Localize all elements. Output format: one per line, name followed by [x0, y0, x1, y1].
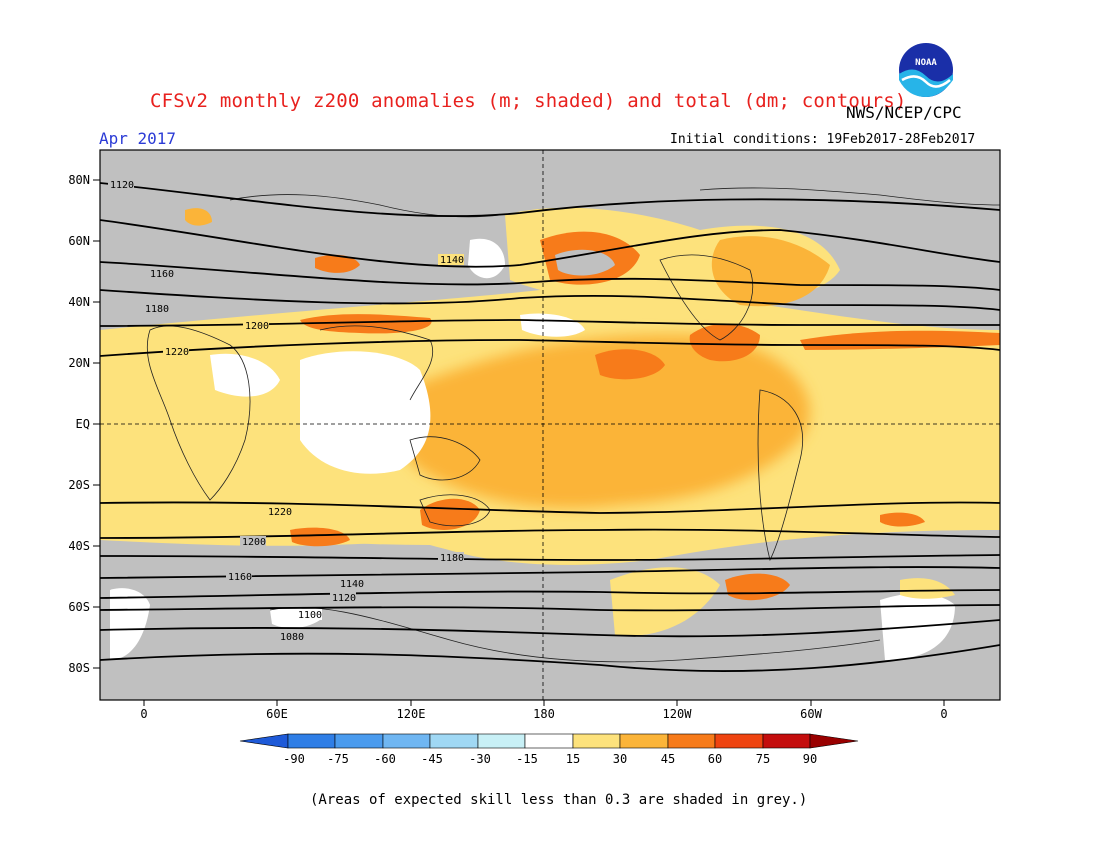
contour-label: 1120 — [110, 180, 134, 191]
noaa-logo-icon: NOAA — [897, 41, 955, 99]
lat-label: 60S — [68, 600, 90, 614]
coastlines — [146, 187, 1000, 663]
lat-label: EQ — [76, 417, 90, 431]
colorbar-tick: 30 — [613, 752, 627, 766]
contour-label: 1120 — [332, 593, 356, 604]
colorbar-tick: -90 — [283, 752, 305, 766]
lon-label: 180 — [533, 707, 555, 721]
colorbar-seg — [619, 733, 669, 749]
colorbar-seg — [809, 733, 859, 749]
forecast-period: Apr 2017 — [99, 129, 177, 148]
contour-labels: 1120 1140 1160 1180 1200 1220 1220 1200 … — [108, 179, 464, 643]
colorbar-seg — [287, 733, 336, 749]
lon-label: 0 — [140, 707, 147, 721]
colorbar-tick: -15 — [516, 752, 538, 766]
longitude-axis: 0 60E 120E 180 120W 60W 0 — [140, 700, 948, 721]
colorbar-seg — [334, 733, 384, 749]
colorbar-tick: 90 — [803, 752, 817, 766]
anomaly-shading — [100, 150, 1000, 700]
colorbar-seg — [477, 733, 526, 749]
lat-label: 40S — [68, 539, 90, 553]
lon-label: 0 — [940, 707, 947, 721]
colorbar-seg — [762, 733, 811, 749]
lon-label: 120E — [397, 707, 426, 721]
contour-label: 1200 — [245, 321, 269, 332]
colorbar-seg — [382, 733, 431, 749]
contour-label: 1140 — [440, 255, 464, 266]
contour-label: 1220 — [165, 347, 189, 358]
colorbar-seg — [429, 733, 479, 749]
colorbar-tick: 45 — [661, 752, 675, 766]
agency-label: NWS/NCEP/CPC — [846, 103, 962, 122]
latitude-axis: 80N 60N 40N 20N EQ 20S 40S 60S 80S — [68, 173, 100, 675]
colorbar-seg — [524, 733, 574, 749]
contour-label: 1100 — [298, 610, 322, 621]
map-frame — [99, 149, 1001, 701]
colorbar-tick: -60 — [374, 752, 396, 766]
colorbar-ticks: -90 -75 -60 -45 -30 -15 15 30 45 60 75 9… — [283, 752, 817, 766]
lat-label: 80S — [68, 661, 90, 675]
lon-label: 120W — [663, 707, 693, 721]
contour-label: 1180 — [440, 553, 464, 564]
contour-label: 1220 — [268, 507, 292, 518]
lon-label: 60E — [266, 707, 288, 721]
colorbar-tick: 60 — [708, 752, 722, 766]
colorbar-seg — [667, 733, 716, 749]
colorbar-tick: 75 — [756, 752, 770, 766]
colorbar-seg — [239, 733, 289, 749]
lat-label: 80N — [68, 173, 90, 187]
chart-title: CFSv2 monthly z200 anomalies (m; shaded)… — [150, 90, 907, 112]
lat-label: 60N — [68, 234, 90, 248]
colorbar-seg — [714, 733, 764, 749]
skill-footnote: (Areas of expected skill less than 0.3 a… — [310, 792, 808, 808]
logo-text: NOAA — [915, 58, 937, 68]
lat-label: 20S — [68, 478, 90, 492]
contour-label: 1180 — [145, 304, 169, 315]
lon-label: 60W — [800, 707, 822, 721]
colorbar-tick: -45 — [421, 752, 443, 766]
contour-label: 1080 — [280, 632, 304, 643]
colorbar-tick: -30 — [469, 752, 491, 766]
colorbar — [239, 733, 859, 749]
lat-label: 20N — [68, 356, 90, 370]
contour-label: 1160 — [150, 269, 174, 280]
colorbar-tick: -75 — [327, 752, 349, 766]
contour-label: 1160 — [228, 572, 252, 583]
colorbar-tick: 15 — [566, 752, 580, 766]
colorbar-seg — [572, 733, 621, 749]
contour-label: 1140 — [340, 579, 364, 590]
initial-conditions: Initial conditions: 19Feb2017-28Feb2017 — [670, 132, 976, 147]
lat-label: 40N — [68, 295, 90, 309]
contour-label: 1200 — [242, 537, 266, 548]
height-contours — [100, 182, 1000, 672]
